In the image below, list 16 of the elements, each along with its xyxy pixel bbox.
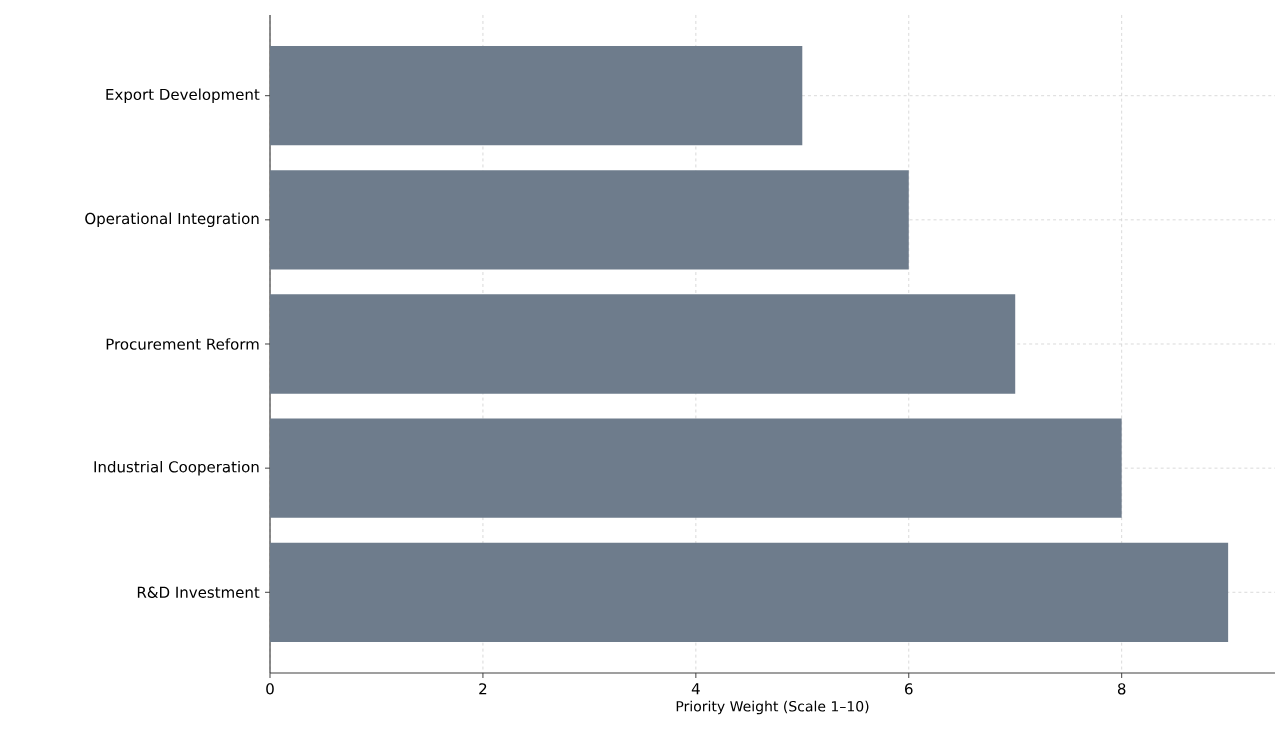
x-tick-label: 6 (905, 683, 913, 695)
bar (270, 294, 1016, 394)
bar (270, 418, 1122, 518)
bar (270, 46, 803, 146)
bar (270, 542, 1229, 642)
x-tick-label: 4 (691, 683, 700, 695)
y-tick-label: R&D Investment (137, 586, 260, 598)
x-tick-label: 8 (1117, 683, 1126, 695)
y-tick-label: Procurement Reform (106, 338, 259, 350)
bar (270, 170, 909, 270)
y-tick-label: Industrial Cooperation (94, 460, 259, 476)
x-axis-title: Priority Weight (Scale 1–10) (676, 700, 869, 715)
x-tick-label: 2 (479, 683, 487, 695)
x-tick-label: 0 (266, 683, 274, 695)
y-tick-label: Export Development (106, 88, 260, 103)
y-tick-label: Operational Integration (85, 212, 259, 228)
